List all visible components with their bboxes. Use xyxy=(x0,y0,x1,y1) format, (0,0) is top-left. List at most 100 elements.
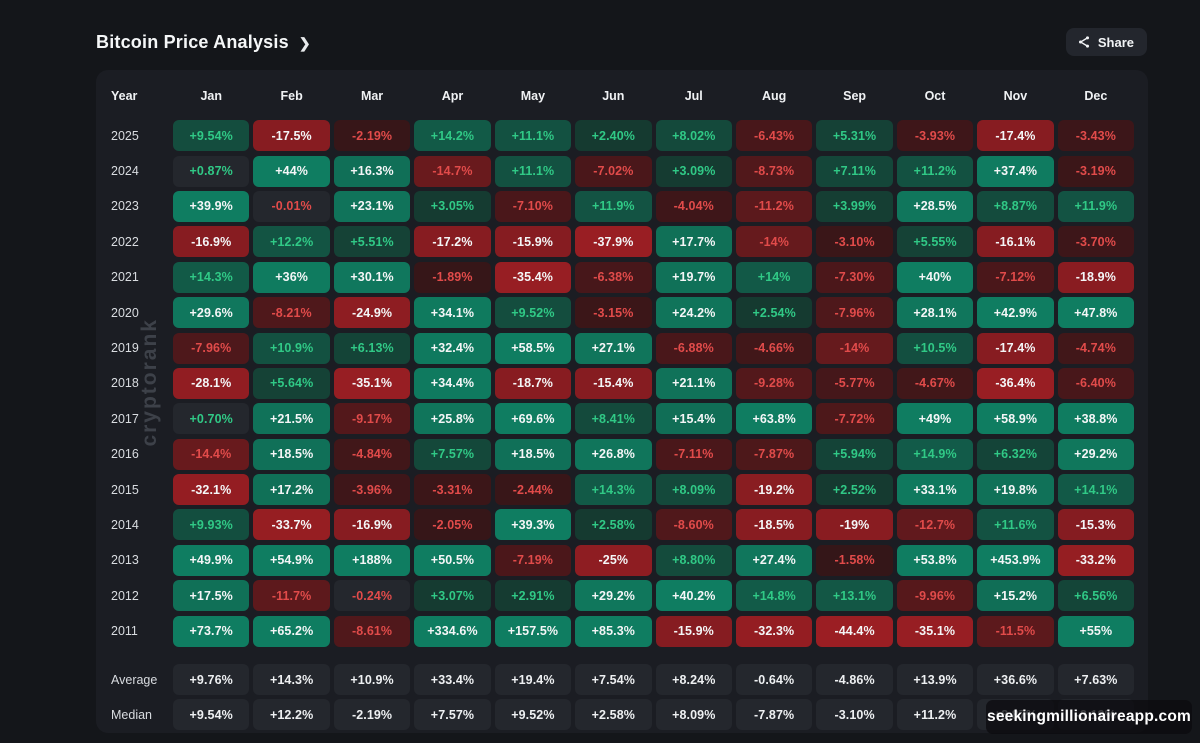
heatmap-cell: +8.80% xyxy=(655,544,732,576)
heatmap-cell: -18.7% xyxy=(494,367,572,399)
chevron-right-icon[interactable]: ❯ xyxy=(298,34,311,51)
heatmap-cell: +47.8% xyxy=(1057,297,1135,329)
summary-cell: -2.19% xyxy=(333,699,411,731)
heatmap-cell: -17.4% xyxy=(977,120,1054,152)
year-row: 2022 -16.9% +12.2% +5.51% -17.2% -15.9% -37.9%… xyxy=(108,224,1136,259)
column-header: Aug xyxy=(762,89,787,103)
heatmap-cell: -3.93% xyxy=(896,120,974,152)
share-button[interactable]: Share xyxy=(1065,28,1147,56)
heatmap-cell: -11.5% xyxy=(977,615,1054,647)
year-row: 2021 +14.3% +36% +30.1% -1.89% -35.4% -6.38% +1… xyxy=(108,260,1136,295)
column-header: Sep xyxy=(843,89,867,103)
heatmap-cell: +11.6% xyxy=(977,509,1054,541)
heatmap-cell: -9.17% xyxy=(333,403,411,435)
heatmap-cell: -16.9% xyxy=(173,226,250,258)
heatmap-cell: +11.2% xyxy=(896,155,974,187)
heatmap-cell: -7.87% xyxy=(735,438,813,470)
heatmap-cell: -3.43% xyxy=(1057,120,1135,152)
year-label: 2022 xyxy=(111,234,139,249)
heatmap-cell: +49.9% xyxy=(173,544,250,576)
year-label: 2015 xyxy=(111,482,139,497)
heatmap-cell: +12.2% xyxy=(253,226,330,258)
year-row: 2024 +0.87% +44% +16.3% -14.7% +11.1% -7.02% +3… xyxy=(108,153,1136,188)
heatmap-cell: -11.2% xyxy=(735,190,813,222)
heatmap-cell: +6.32% xyxy=(977,438,1054,470)
heatmap-cell: +17.2% xyxy=(253,474,330,506)
heatmap-cell: -7.12% xyxy=(977,261,1054,293)
year-row: 2011 +73.7% +65.2% -8.61% +334.6% +157.5% +85.… xyxy=(108,613,1136,648)
heatmap-cell: +8.02% xyxy=(655,120,732,152)
heatmap-cell: +32.4% xyxy=(414,332,491,364)
summary-cell: +10.9% xyxy=(333,664,411,696)
column-header-row: Year Jan Feb Mar Apr May Jun Jul Aug Sep Oct Nov Dec xyxy=(108,74,1136,118)
heatmap-cell: +19.7% xyxy=(655,261,732,293)
heatmap-cell: +39.3% xyxy=(494,509,572,541)
heatmap-cell: +9.54% xyxy=(173,120,250,152)
heatmap-cell: +85.3% xyxy=(575,615,652,647)
year-label: 2024 xyxy=(111,164,139,179)
year-row: 2014 +9.93% -33.7% -16.9% -2.05% +39.3% +2.58%… xyxy=(108,507,1136,542)
heatmap-cell: +2.52% xyxy=(816,474,893,506)
year-row: 2013 +49.9% +54.9% +188% +50.5% -7.19% -25% +8.… xyxy=(108,543,1136,578)
heatmap-cell: -4.67% xyxy=(896,367,974,399)
summary-label: Average xyxy=(111,672,158,687)
heatmap-cell: +11.1% xyxy=(494,120,572,152)
column-header: Jan xyxy=(200,89,222,103)
title-link[interactable]: Bitcoin Price Analysis ❯ xyxy=(96,32,311,53)
year-label: 2017 xyxy=(111,411,139,426)
heatmap-cell: -14.7% xyxy=(414,155,491,187)
year-row: 2017 +0.70% +21.5% -9.17% +25.8% +69.6% +8.41%… xyxy=(108,401,1136,436)
site-watermark: seekingmillionaireapp.com xyxy=(986,700,1192,734)
heatmap-cell: +0.70% xyxy=(173,403,250,435)
heatmap-cell: +0.87% xyxy=(173,155,250,187)
heatmap-cell: +2.58% xyxy=(575,509,652,541)
heatmap-cell: -11.7% xyxy=(253,580,330,612)
heatmap-cell: -2.44% xyxy=(494,474,572,506)
heatmap-cell: +14.8% xyxy=(735,580,813,612)
heatmap-cell: -1.89% xyxy=(414,261,491,293)
heatmap-cell: +14.3% xyxy=(575,474,652,506)
heatmap-cell: -3.96% xyxy=(333,474,411,506)
heatmap-cell: -15.9% xyxy=(494,226,572,258)
heatmap-cell: +29.2% xyxy=(575,580,652,612)
heatmap-cell: +34.1% xyxy=(414,297,491,329)
heatmap-cell: +24.2% xyxy=(655,297,732,329)
heatmap-cell: +453.9% xyxy=(977,544,1054,576)
column-header: Dec xyxy=(1084,89,1108,103)
heatmap-cell: -36.4% xyxy=(977,367,1054,399)
heatmap-cell: +6.13% xyxy=(333,332,411,364)
heatmap-cell: +26.8% xyxy=(575,438,652,470)
heatmap-cell: -16.9% xyxy=(333,509,411,541)
summary-cell: +9.76% xyxy=(173,664,250,696)
year-label: 2012 xyxy=(111,588,139,603)
summary-cell: -3.10% xyxy=(816,699,893,731)
year-label: 2021 xyxy=(111,270,139,285)
heatmap-cell: +19.8% xyxy=(977,474,1054,506)
heatmap-cell: +69.6% xyxy=(494,403,572,435)
heatmap-cell: -7.02% xyxy=(575,155,652,187)
heatmap-cell: +16.3% xyxy=(333,155,411,187)
year-label: 2014 xyxy=(111,517,139,532)
year-row: 2012 +17.5% -11.7% -0.24% +3.07% +2.91% +29.2%… xyxy=(108,578,1136,613)
summary-cell: -0.64% xyxy=(735,664,813,696)
heatmap-cell: +5.94% xyxy=(816,438,893,470)
heatmap-cell: -33.7% xyxy=(253,509,330,541)
heatmap-cell: +11.9% xyxy=(1057,190,1135,222)
summary-cell: -7.87% xyxy=(735,699,813,731)
heatmap-cell: +17.5% xyxy=(173,580,250,612)
summary-cell: -4.86% xyxy=(816,664,893,696)
heatmap-cell: +188% xyxy=(333,544,411,576)
summary-cell: +7.54% xyxy=(575,664,652,696)
column-header: Feb xyxy=(280,89,303,103)
heatmap-cell: -35.1% xyxy=(333,367,411,399)
heatmap-cell: +40% xyxy=(896,261,974,293)
heatmap-cell: -3.70% xyxy=(1057,226,1135,258)
column-header: Oct xyxy=(924,89,946,103)
summary-cell: +9.54% xyxy=(173,699,250,731)
heatmap-cell: +28.5% xyxy=(896,190,974,222)
heatmap-cell: +29.2% xyxy=(1057,438,1135,470)
heatmap-cell: +37.4% xyxy=(977,155,1054,187)
heatmap-cell: +18.5% xyxy=(253,438,330,470)
heatmap-cell: -17.4% xyxy=(977,332,1054,364)
heatmap-cell: -7.11% xyxy=(655,438,732,470)
